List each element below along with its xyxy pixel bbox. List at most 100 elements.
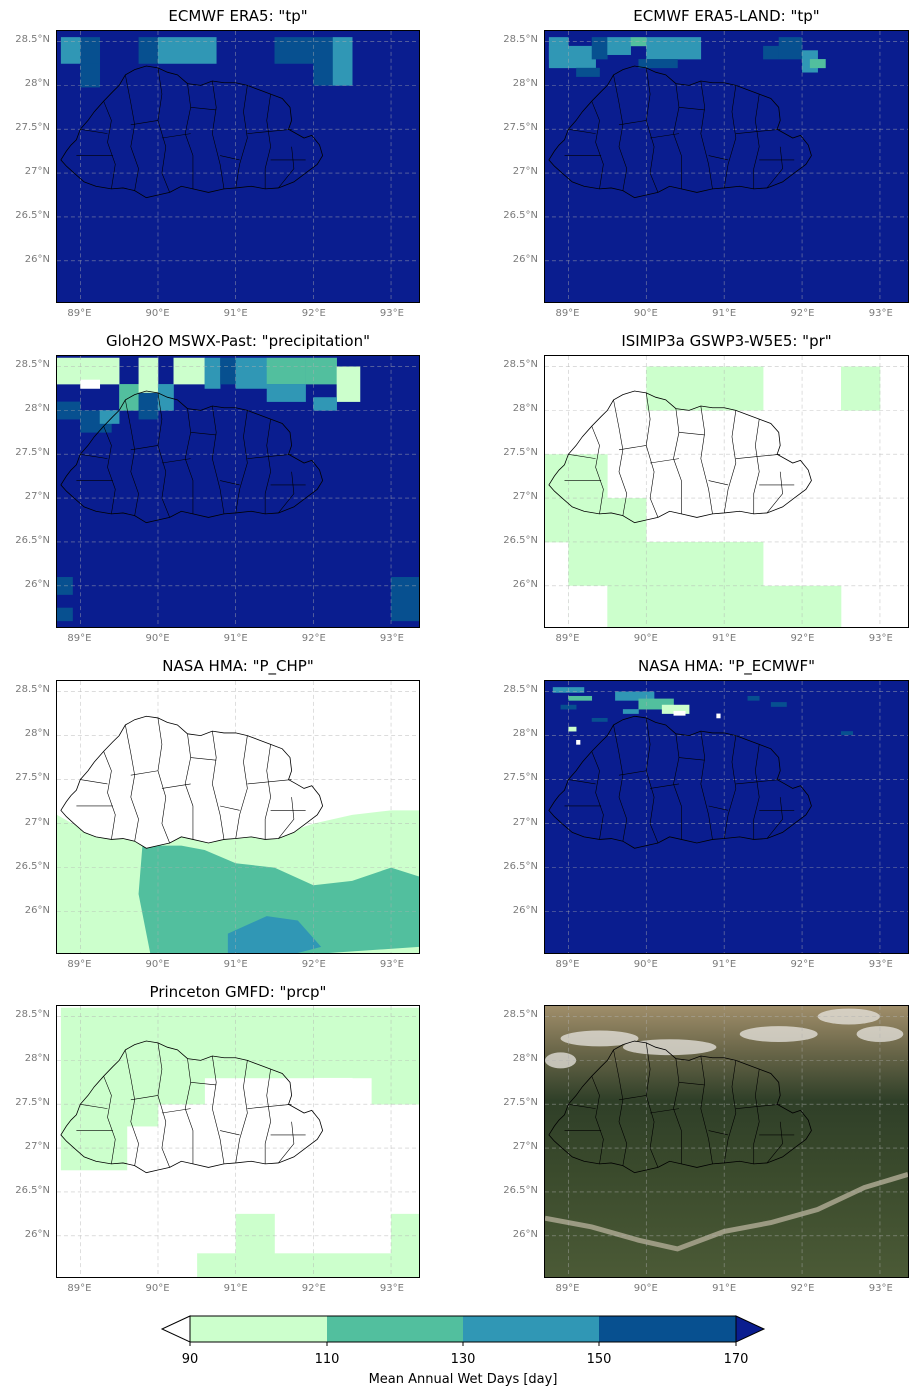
lat-tick-label: 26.5°N	[15, 535, 50, 547]
lat-tick-label: 26.5°N	[503, 1185, 538, 1197]
lat-tick-label: 28.5°N	[503, 33, 538, 45]
district-boundary	[161, 133, 191, 139]
lat-tick-label: 26.5°N	[15, 1185, 50, 1197]
background-170	[545, 31, 908, 302]
lat-tick-label: 28.5°N	[15, 358, 50, 370]
lat-tick-label: 26°N	[512, 579, 538, 591]
district-boundary	[125, 74, 139, 191]
grid-cell	[60, 1007, 419, 1079]
grid-cell	[138, 37, 159, 64]
lon-tick-label: 90°E	[633, 1283, 658, 1294]
district-boundary	[645, 67, 659, 193]
district-boundary	[618, 1095, 647, 1101]
bhutan-outline	[60, 715, 324, 849]
bhutan-outline	[548, 65, 812, 199]
lon-tick-label: 90°E	[633, 308, 658, 319]
lat-tick-label: 26.5°N	[503, 210, 538, 222]
district-boundary	[212, 405, 225, 514]
colorbar-tick-170: 170	[723, 1352, 749, 1367]
district-boundary	[613, 1049, 628, 1166]
district-boundary	[220, 480, 240, 486]
grid-cell	[841, 366, 881, 411]
lon-tick-label: 90°E	[145, 959, 170, 970]
lat-tick-label: 28.5°N	[503, 1008, 538, 1020]
district-boundary	[157, 717, 170, 844]
lon-tick-label: 89°E	[67, 633, 92, 644]
lon-tick-label: 90°E	[145, 633, 170, 644]
lat-tick-label: 27°N	[24, 1141, 50, 1153]
colorbar-tick-150: 150	[586, 1352, 612, 1367]
district-boundary	[278, 797, 295, 839]
grid-cell	[80, 63, 101, 88]
colorbar-bin-4	[599, 1316, 736, 1342]
lat-tick-label: 28.5°N	[503, 358, 538, 370]
district-boundary	[568, 453, 596, 459]
lat-tick-label: 27.5°N	[503, 1096, 538, 1108]
grid-cell	[841, 731, 853, 735]
bhutan-outline	[548, 1040, 812, 1174]
region-110-130	[138, 845, 419, 953]
lon-tick-label: 92°E	[301, 308, 326, 319]
lat-tick-label: 28°N	[24, 402, 50, 414]
district-boundary	[700, 80, 713, 189]
grid-cell	[646, 37, 702, 60]
map-panel-8	[544, 1005, 909, 1278]
district-boundary	[264, 94, 271, 189]
grid-cell	[313, 397, 337, 411]
panel-title: GloH2O MSWX-Past: "precipitation"	[106, 332, 370, 350]
district-boundary	[678, 757, 705, 761]
lon-tick-label: 91°E	[223, 959, 248, 970]
grid-cell	[560, 704, 577, 710]
grid-cell	[673, 710, 686, 716]
district-boundary	[212, 80, 225, 189]
grid-cell	[266, 357, 306, 385]
lon-tick-label: 89°E	[555, 1283, 580, 1294]
grid-cell	[173, 357, 205, 385]
district-boundary	[278, 1121, 295, 1164]
district-boundary	[708, 155, 729, 161]
grid-cell	[332, 37, 353, 86]
lon-tick-label: 89°E	[555, 308, 580, 319]
district-boundary	[157, 392, 170, 518]
grid-cell	[274, 37, 314, 64]
background-170	[545, 681, 908, 953]
bhutan-fill	[60, 716, 323, 849]
district-boundary	[645, 717, 659, 844]
lat-tick-label: 27°N	[24, 491, 50, 503]
map-panel-3	[56, 355, 420, 628]
district-boundary	[264, 1069, 271, 1164]
lat-tick-label: 27.5°N	[15, 446, 50, 458]
district-boundary	[184, 733, 194, 840]
district-boundary	[678, 1082, 705, 1086]
lat-tick-label: 28°N	[512, 402, 538, 414]
map-panel-1	[56, 30, 420, 303]
district-boundary	[247, 128, 292, 134]
district-boundary	[708, 480, 729, 486]
grid-cell	[591, 37, 608, 60]
district-boundary	[618, 120, 647, 126]
lon-tick-label: 89°E	[555, 959, 580, 970]
lat-tick-label: 26.5°N	[503, 535, 538, 547]
district-boundary	[161, 458, 191, 464]
district-boundary	[613, 399, 628, 516]
lat-tick-label: 28°N	[24, 1052, 50, 1064]
district-boundary	[80, 128, 108, 134]
lon-tick-label: 89°E	[67, 1283, 92, 1294]
lat-tick-label: 27.5°N	[503, 121, 538, 133]
grid-cell	[716, 713, 721, 719]
grid-cell	[576, 67, 600, 77]
lat-tick-label: 26°N	[24, 905, 50, 917]
grid-cell	[391, 577, 419, 622]
lon-tick-label: 91°E	[712, 633, 737, 644]
district-boundary	[190, 432, 217, 436]
district-boundary	[613, 724, 628, 842]
lon-tick-label: 92°E	[301, 959, 326, 970]
district-boundary	[650, 783, 680, 789]
grid-cell	[568, 541, 764, 587]
lat-tick-label: 28.5°N	[503, 683, 538, 695]
district-boundary	[235, 85, 248, 188]
grid-cell	[57, 607, 73, 622]
region-130-150	[227, 916, 322, 953]
grid-cell	[352, 1086, 372, 1105]
colorbar-bin-3	[463, 1316, 599, 1342]
